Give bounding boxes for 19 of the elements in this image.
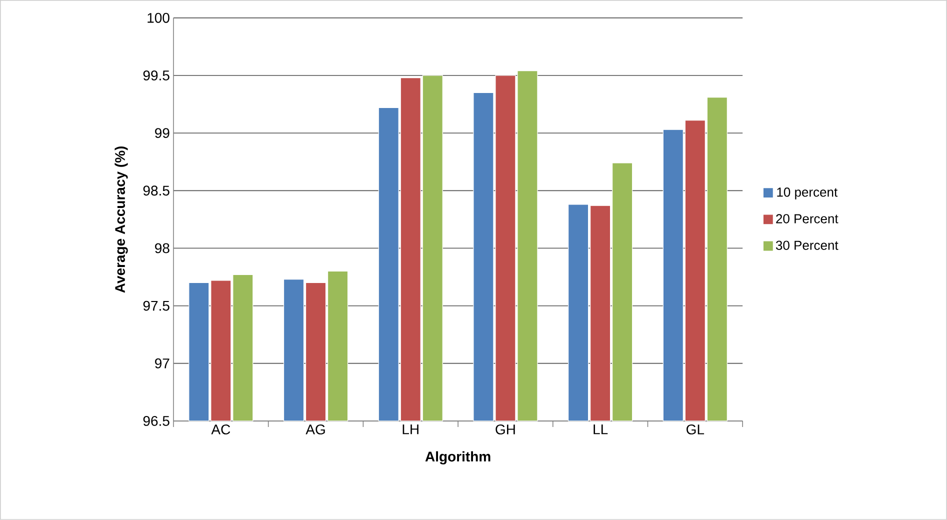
x-tick-label: GH — [496, 424, 515, 434]
x-tick-label: LH — [402, 424, 418, 434]
y-tick-label: 97 — [155, 358, 170, 368]
legend-label: 20 Percent — [776, 214, 838, 224]
y-tick-label: 100 — [148, 12, 170, 23]
y-tick-label: 98.5 — [143, 186, 170, 196]
legend-label: 30 Percent — [776, 240, 838, 250]
x-tick-label: AC — [211, 424, 230, 434]
x-tick-label: GL — [686, 424, 704, 434]
x-tick-label: LL — [594, 424, 608, 434]
y-tick-label: 99 — [155, 128, 170, 138]
x-axis-title: Algorithm — [425, 451, 490, 464]
y-tick-label: 96.5 — [143, 416, 170, 426]
legend-label: 10 percent — [777, 188, 838, 200]
y-tick-label: 98 — [155, 243, 170, 254]
x-tick-label: AG — [306, 424, 325, 434]
y-tick-label: 99.5 — [143, 70, 170, 80]
y-axis-title: Average Accuracy (%) — [114, 146, 128, 293]
y-tick-label: 97.5 — [143, 300, 170, 311]
